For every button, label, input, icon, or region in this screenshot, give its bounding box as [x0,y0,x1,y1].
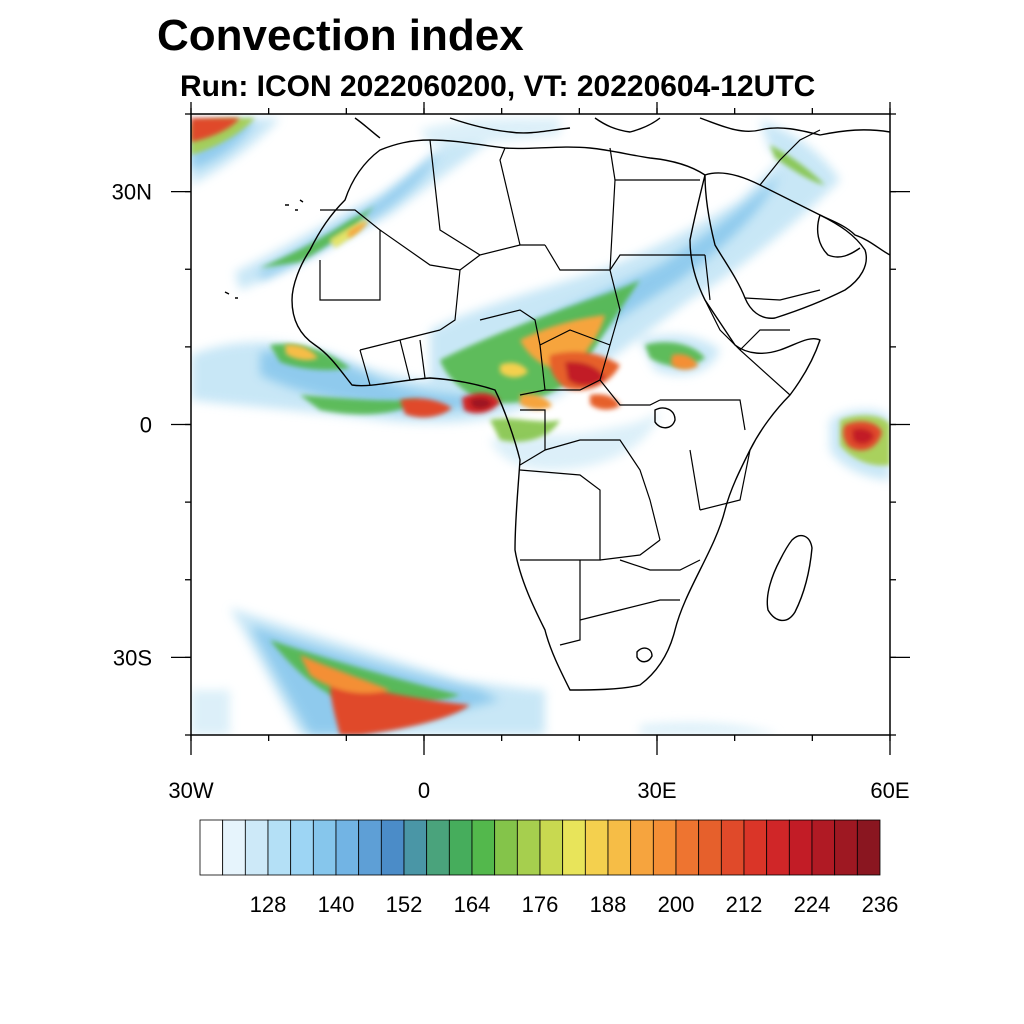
colorbar-swatch [766,819,790,876]
convection-field [191,118,890,735]
colorbar-swatch [652,819,677,876]
colorbar-swatch [426,819,450,876]
colorbar-swatch [267,819,292,876]
colorbar-swatch [448,819,473,876]
colorbar-swatch [222,819,246,876]
colorbar-label: 140 [318,892,355,917]
lon-tick-label: 60E [870,778,909,803]
colorbar-swatch [856,819,881,876]
lon-tick-label: 0 [418,778,430,803]
colorbar-swatch [743,819,768,876]
colorbar-label: 212 [726,892,763,917]
colorbar-swatch [290,819,314,876]
colorbar-swatch [312,819,337,876]
colorbar-label: 164 [454,892,491,917]
colorbar-swatch [539,819,564,876]
colorbar-label: 236 [862,892,899,917]
colorbar-swatch [199,819,224,876]
colorbar-swatch [698,819,722,876]
country-borders [319,129,821,646]
colorbar-label: 188 [590,892,627,917]
colorbar-swatch [834,819,858,876]
lat-tick-label: 30N [112,180,152,205]
colorbar-swatch [380,819,405,876]
map-title: Convection index [157,11,524,60]
colorbar-swatch [720,819,745,876]
colorbar-swatch [358,819,382,876]
lat-tick-label: 0 [140,413,152,438]
colorbar-label: 176 [522,892,559,917]
axis-ticks: 30W 0 30E 60E 30N 0 30S [112,102,910,803]
colorbar-swatch [335,819,360,876]
colorbar-swatch [516,819,541,876]
colorbar-swatch [244,819,269,876]
colorbar-swatch [471,819,496,876]
map-subtitle: Run: ICON 2022060200, VT: 20220604-12UTC [180,70,816,103]
colorbar: 128 140 152 164 176 188 200 212 224 236 [199,819,899,917]
colorbar-label: 224 [794,892,831,917]
colorbar-swatch [584,819,609,876]
colorbar-swatch [788,819,813,876]
colorbar-label: 128 [250,892,287,917]
colorbar-swatch [630,819,654,876]
colorbar-swatch [494,819,518,876]
coastlines [224,117,890,691]
colorbar-label: 200 [658,892,695,917]
lon-tick-label: 30E [637,778,676,803]
lat-tick-label: 30S [113,645,152,670]
colorbar-swatch [562,819,586,876]
colorbar-swatch [403,819,428,876]
colorbar-swatch [811,819,836,876]
colorbar-swatch [675,819,700,876]
colorbar-label: 152 [386,892,423,917]
colorbar-swatch [607,819,632,876]
lon-tick-label: 30W [168,778,213,803]
